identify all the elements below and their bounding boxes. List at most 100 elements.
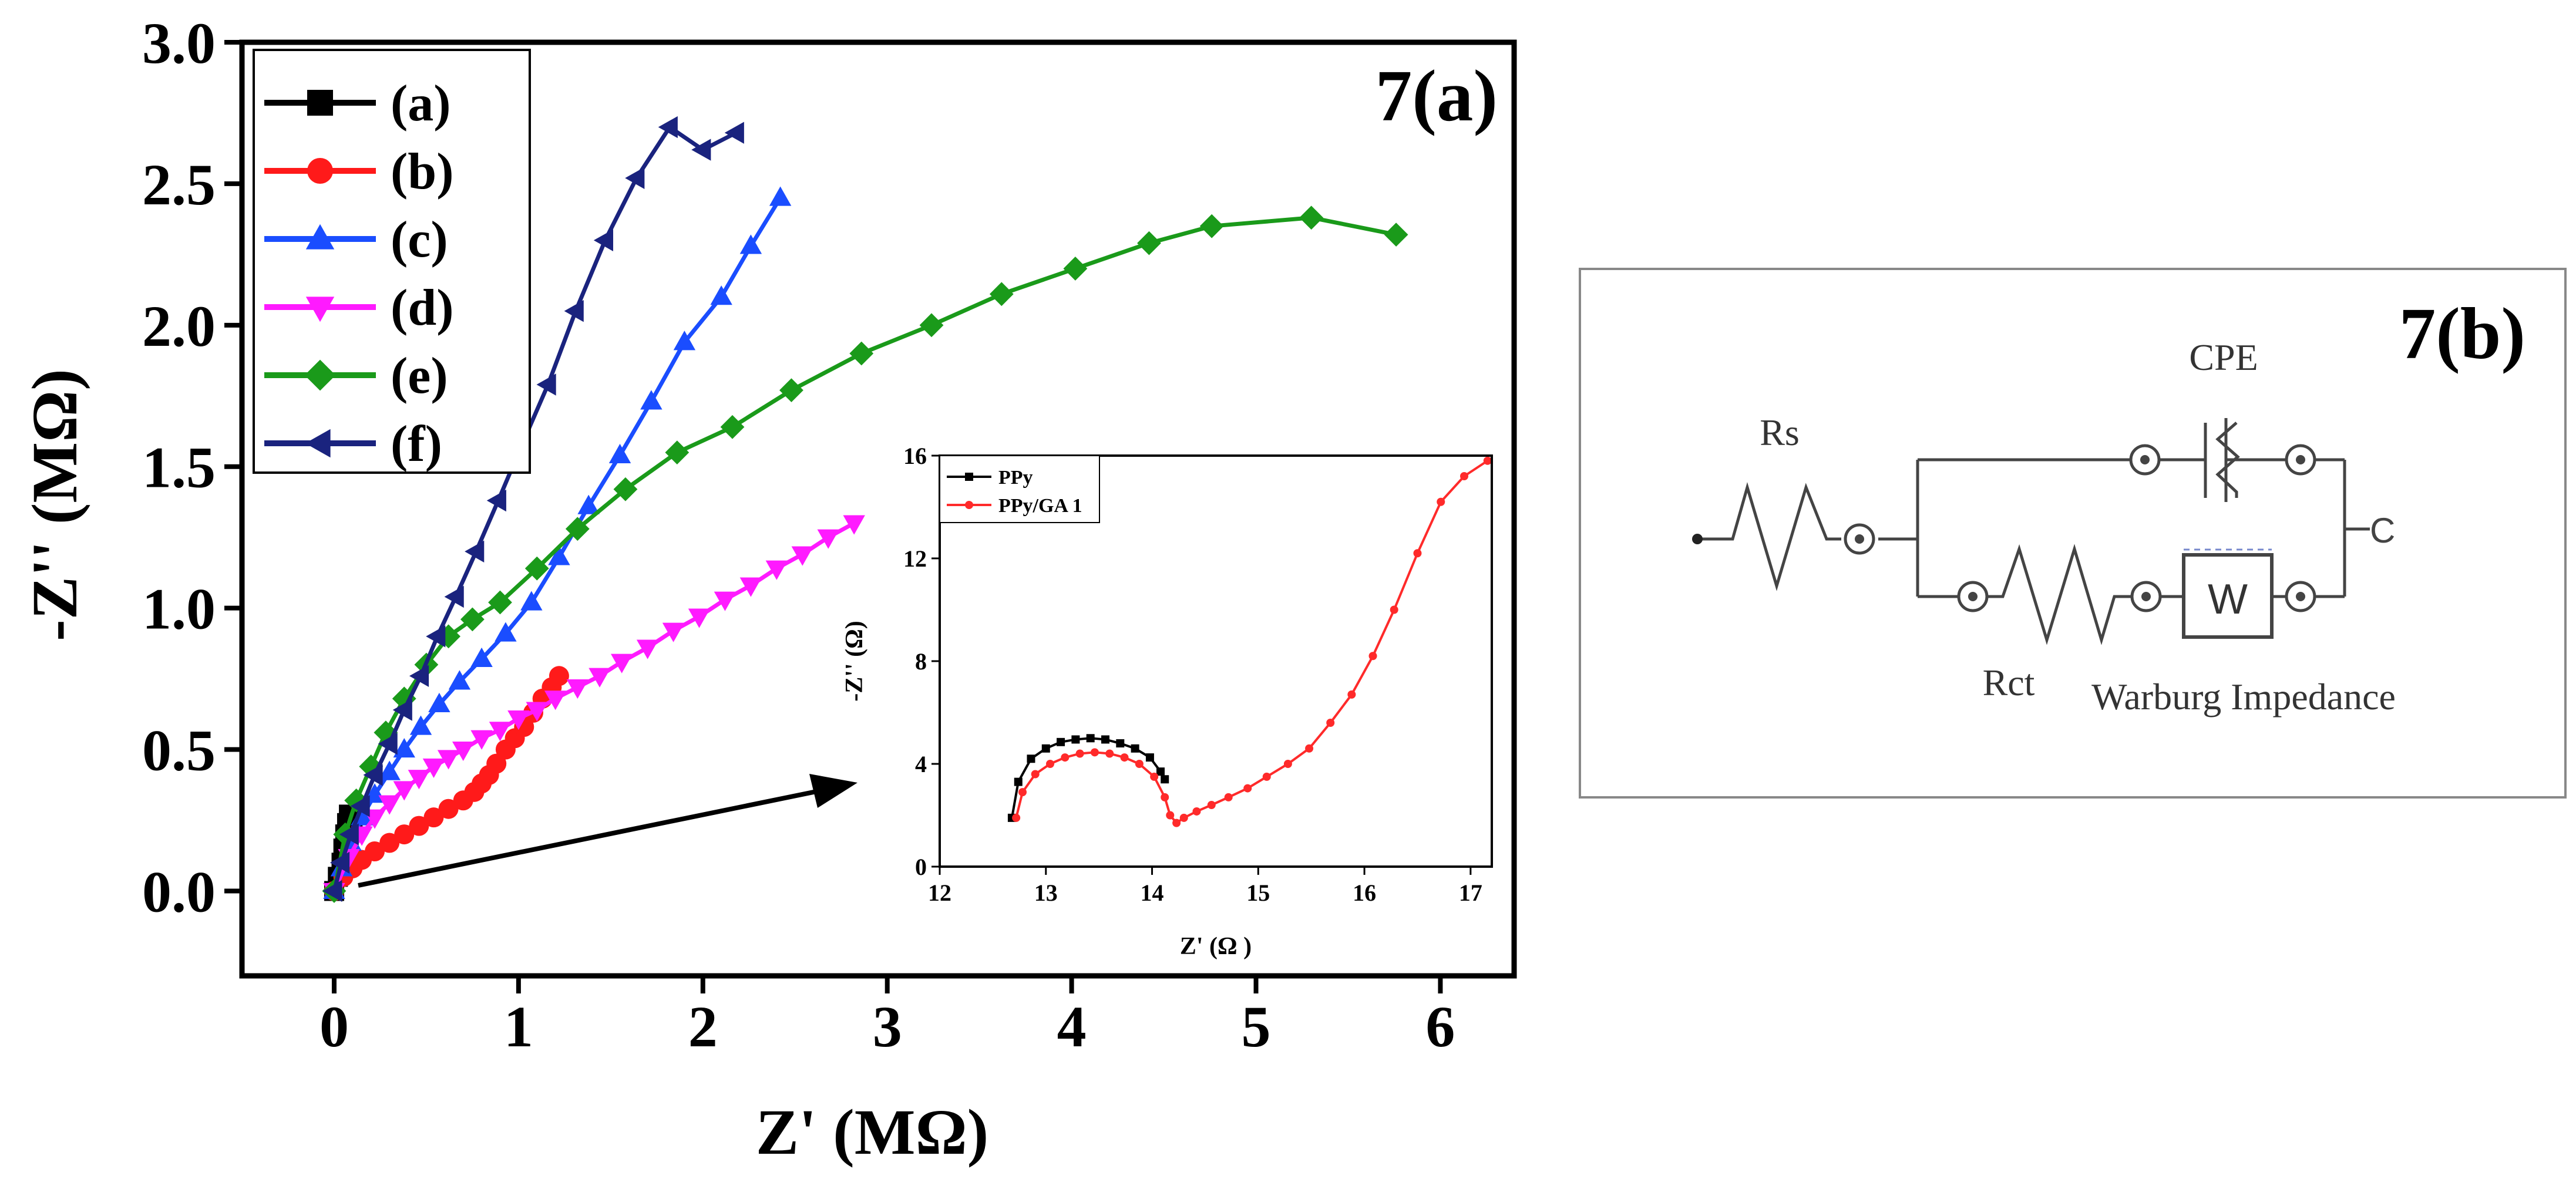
main-series-2-point <box>438 799 459 819</box>
circuit-node-dot <box>1855 534 1864 544</box>
inset-legend: PPy PPy/GA 1 <box>947 467 1082 517</box>
inset-x-tick-label: 13 <box>1034 880 1058 906</box>
inset-legend-box <box>939 455 1100 523</box>
inset-x-tick-label: 17 <box>1459 880 1482 906</box>
rs-label: Rs <box>1760 412 1800 453</box>
inset-x-tick-label: 16 <box>1353 880 1376 906</box>
main-series-5-point <box>524 556 549 581</box>
inset-series-1-point <box>1156 767 1165 776</box>
panel-a-plot-frame <box>239 39 1517 979</box>
rct-label: Rct <box>1983 662 2035 703</box>
main-series-4-point <box>610 653 633 673</box>
inset-chart: 12 13 14 15 16 17 0 4 8 12 16 Z' (Ω ) -Z'' (Ω) PPy… <box>841 443 1493 972</box>
main-series-4-point <box>393 781 415 801</box>
cpe-label: CPE <box>2189 336 2258 378</box>
circuit-frame <box>1579 268 2567 799</box>
main-series-2-point <box>394 824 415 845</box>
main-x-tick-label: 5 <box>1242 994 1271 1059</box>
main-series-4-point <box>817 529 839 549</box>
main-series-6-point <box>691 139 711 161</box>
circuit-node-dot <box>2296 592 2305 601</box>
warburg-impedance-label: Warburg Impedance <box>2091 676 2396 717</box>
main-series-5-point <box>565 517 590 541</box>
circuit-node-dot <box>2296 455 2305 464</box>
main-series-3-point <box>739 234 762 254</box>
legend: (a) (b) (c) (d) (e) (f) <box>264 75 454 473</box>
main-series-4-point <box>688 608 711 628</box>
inset-series-2-point <box>1018 788 1027 797</box>
panel-a-x-axis-label: Z' (MΩ) <box>756 1096 989 1168</box>
main-series-2-point <box>409 816 429 836</box>
main-series-5-point <box>779 378 803 403</box>
main-series-5-point <box>989 282 1014 306</box>
inset-pointer-arrow <box>358 774 857 888</box>
main-series-5-point <box>1199 214 1224 238</box>
inset-series-2-point <box>1031 770 1040 779</box>
main-series-4-point <box>489 722 512 742</box>
main-series-4-point <box>544 690 567 710</box>
main-x-tick-label: 1 <box>504 994 533 1059</box>
main-series-6-point <box>564 300 584 322</box>
main-y-tick-label: 0.0 <box>142 859 216 924</box>
panel-a-axes: 0 1 2 3 4 5 60.00.51.01.52.02.53.0 <box>142 11 1455 1059</box>
legend-label-c: (c) <box>391 211 448 268</box>
main-series-4-point <box>843 515 865 535</box>
inset-series-2-point <box>1150 772 1159 781</box>
main-series-6-point <box>339 823 359 845</box>
inset-series-2-point <box>1413 549 1422 558</box>
inset-series-1-point <box>1086 734 1095 743</box>
legend-label-b: (b) <box>391 143 454 200</box>
main-series-3-point <box>470 647 493 667</box>
main-series-3-point <box>548 545 570 565</box>
main-series-3-point <box>428 692 450 713</box>
main-series-3-point <box>640 390 663 410</box>
main-series-3-point <box>448 670 471 690</box>
inset-series-1-point <box>1041 744 1050 753</box>
main-series-6-point <box>322 880 342 902</box>
legend-marker-e <box>304 359 336 391</box>
main-series-3-point <box>378 760 401 780</box>
inset-y-tick-label: 8 <box>915 648 927 675</box>
inset-axes: 12 13 14 15 16 17 0 4 8 12 16 <box>903 443 1482 906</box>
main-series-4-point <box>422 758 445 779</box>
inset-series-1-point <box>1027 754 1035 763</box>
circuit-node-dot <box>2141 592 2151 601</box>
input-terminal <box>1692 534 1703 544</box>
main-series-5-point <box>665 440 690 465</box>
inset-series-2-point <box>1347 690 1356 699</box>
main-series-5-point <box>720 415 745 439</box>
main-x-tick-label: 3 <box>873 994 902 1059</box>
main-x-tick-label: 2 <box>688 994 718 1059</box>
legend-marker-d <box>305 297 335 322</box>
panel-b-label: 7(b) <box>2399 294 2525 375</box>
main-series-4-point <box>765 560 788 580</box>
circuit-node-dot <box>1968 592 1978 601</box>
main-series-3-point <box>608 443 631 464</box>
inset-series-2-point <box>1305 744 1314 753</box>
main-series-3-point <box>769 186 792 206</box>
inset-series-2-point <box>1262 772 1271 781</box>
circuit-nodes <box>1844 444 2316 612</box>
inset-series-2-point <box>1283 760 1292 768</box>
inset-series-1-point <box>1145 753 1154 762</box>
main-series-4-point <box>378 795 401 815</box>
inset-y-axis-label: -Z'' (Ω) <box>841 621 868 701</box>
inset-y-tick-label: 0 <box>915 854 927 880</box>
inset-series-2-point <box>1090 748 1099 757</box>
inset-series-2-point <box>1483 456 1492 465</box>
inset-y-tick-label: 12 <box>903 545 927 572</box>
circuit-node-dot <box>2140 455 2150 464</box>
main-series-5-point <box>849 341 874 366</box>
inset-series-2-point <box>1075 749 1084 758</box>
inset-y-tick-label: 4 <box>915 751 927 777</box>
main-series-6-point <box>426 625 446 648</box>
main-series-6-point <box>409 665 429 687</box>
main-y-tick-label: 1.0 <box>142 577 216 642</box>
main-series-4-point <box>588 668 611 688</box>
legend-label-a: (a) <box>391 75 451 132</box>
main-series-5-point <box>1137 231 1161 255</box>
inset-series-2-point <box>1105 749 1114 758</box>
main-series-4-point <box>566 679 589 699</box>
main-series-6-point <box>536 373 556 396</box>
